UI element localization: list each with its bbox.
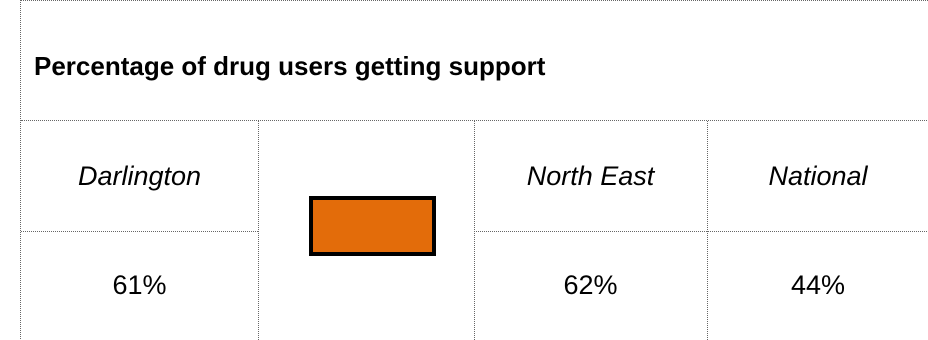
- support-table: Percentage of drug users getting support…: [20, 0, 928, 340]
- row-divider: [21, 231, 258, 232]
- column-divider: [258, 121, 259, 340]
- value-darlington: 61%: [112, 270, 167, 300]
- column-heading-darlington: Darlington: [77, 160, 202, 191]
- column-divider: [474, 121, 475, 340]
- value-north-east: 62%: [563, 270, 618, 300]
- table-title: Percentage of drug users getting support: [34, 51, 546, 81]
- column-heading-national: National: [768, 160, 868, 191]
- column-divider: [707, 121, 708, 340]
- value-national: 44%: [790, 270, 846, 300]
- table-title-row: Percentage of drug users getting support: [21, 1, 928, 121]
- row-divider: [474, 231, 928, 232]
- rag-status-indicator: [309, 196, 436, 256]
- column-heading-north-east: North East: [526, 160, 655, 191]
